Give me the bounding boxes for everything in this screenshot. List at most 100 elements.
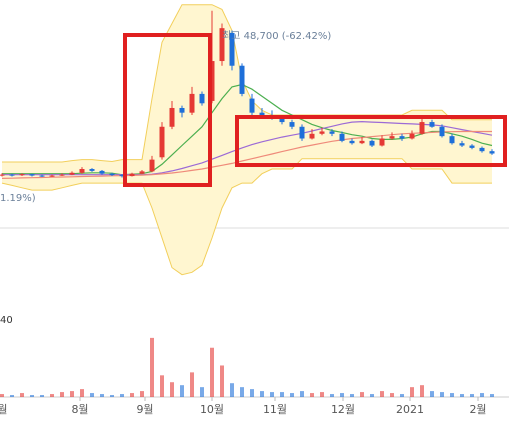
x-tick-label: 2월	[469, 403, 486, 416]
volume-bar	[460, 394, 464, 397]
candle-body	[439, 126, 445, 137]
candle-body	[309, 133, 315, 139]
candle-body	[419, 122, 425, 134]
candle-body	[489, 151, 495, 154]
x-tick-label: 11월	[263, 403, 287, 416]
volume-bar	[360, 392, 364, 397]
candle-body	[319, 131, 325, 134]
volume-bar	[260, 391, 264, 397]
volume-bar	[180, 385, 184, 397]
candle-body	[29, 174, 35, 176]
candle-body	[119, 175, 125, 177]
volume-bar	[100, 394, 104, 397]
volume-bar	[50, 394, 54, 397]
candle-body	[239, 65, 245, 94]
candle-body	[69, 172, 75, 175]
volume-bar	[280, 392, 284, 397]
candle-body	[79, 169, 85, 173]
moving-average	[1, 130, 492, 179]
candle-body	[389, 136, 395, 139]
highlight-box	[235, 115, 507, 167]
volume-bar	[270, 392, 274, 397]
highlight-box	[123, 33, 212, 187]
candle-body	[339, 133, 345, 141]
x-tick-label: 12월	[331, 403, 355, 416]
volume-bar	[220, 365, 224, 397]
volume-bar	[390, 393, 394, 397]
candle-body	[199, 93, 205, 104]
volume-bar	[240, 387, 244, 397]
candle-body	[469, 145, 475, 148]
volume-bar	[370, 394, 374, 397]
x-tick-label: 2021	[396, 403, 424, 416]
volume-bar	[250, 389, 254, 397]
volume-bar	[60, 392, 64, 397]
volume-bar	[310, 393, 314, 397]
candle-body	[19, 174, 25, 176]
candle-body	[179, 107, 185, 113]
candle-body	[259, 112, 265, 116]
volume-bar	[20, 393, 24, 397]
volume-bar	[10, 395, 14, 397]
volume-bar	[410, 387, 414, 397]
volume-bar	[80, 389, 84, 397]
high-annotation: 최고 48,700 (-62.42%)	[222, 30, 331, 42]
volume-bar	[120, 394, 124, 397]
volume-bar	[340, 393, 344, 397]
candle-body	[0, 174, 5, 176]
band-fill	[2, 4, 492, 275]
volume-bar	[190, 372, 194, 397]
volume-bar	[350, 394, 354, 397]
volume-bar	[210, 347, 214, 397]
moving-average	[2, 120, 493, 176]
candle-body	[89, 169, 95, 171]
volume-bar	[400, 394, 404, 397]
volume-bar	[300, 391, 304, 397]
candle-body	[39, 175, 45, 177]
volume-bar	[110, 395, 114, 397]
volume-bar	[170, 382, 174, 397]
candle-body	[219, 28, 225, 62]
volume-bar	[450, 393, 454, 397]
candle-body	[149, 159, 155, 172]
candle-body	[409, 133, 415, 139]
candle-body	[109, 173, 115, 176]
candle-body	[479, 147, 485, 152]
volume-bar	[440, 392, 444, 397]
x-tick-label: 8월	[71, 403, 88, 416]
volume-bar	[200, 387, 204, 397]
candle-body	[49, 175, 55, 177]
candle-body	[459, 143, 465, 146]
candle-body	[369, 140, 375, 146]
candle-body	[59, 174, 65, 176]
volume-bar	[140, 391, 144, 397]
x-tick-label: 10월	[200, 403, 224, 416]
volume-bar	[430, 391, 434, 397]
volume-bar	[30, 395, 34, 397]
candle-body	[349, 140, 355, 144]
volume-bar	[380, 391, 384, 397]
band-upper	[2, 4, 492, 163]
volume-bar	[420, 385, 424, 397]
volume-bar	[40, 395, 44, 397]
band-lower	[1, 158, 492, 276]
candle-body	[99, 170, 105, 174]
volume-bar	[0, 394, 4, 397]
candle-body	[329, 131, 335, 134]
volume-bar	[490, 394, 494, 397]
candle-body	[449, 136, 455, 144]
volume-bar	[290, 393, 294, 397]
volume-bar	[160, 375, 164, 397]
candle-body	[289, 122, 295, 127]
volume-bar	[70, 391, 74, 397]
volume-bar	[480, 393, 484, 397]
volume-bar	[130, 393, 134, 397]
candle-body	[299, 126, 305, 139]
candle-body	[139, 171, 145, 174]
candle-body	[9, 174, 15, 176]
volume-bar	[90, 393, 94, 397]
volume-axis-label: 40	[0, 315, 13, 326]
volume-bar	[330, 394, 334, 397]
candle-body	[379, 138, 385, 146]
candle-body	[159, 126, 165, 158]
